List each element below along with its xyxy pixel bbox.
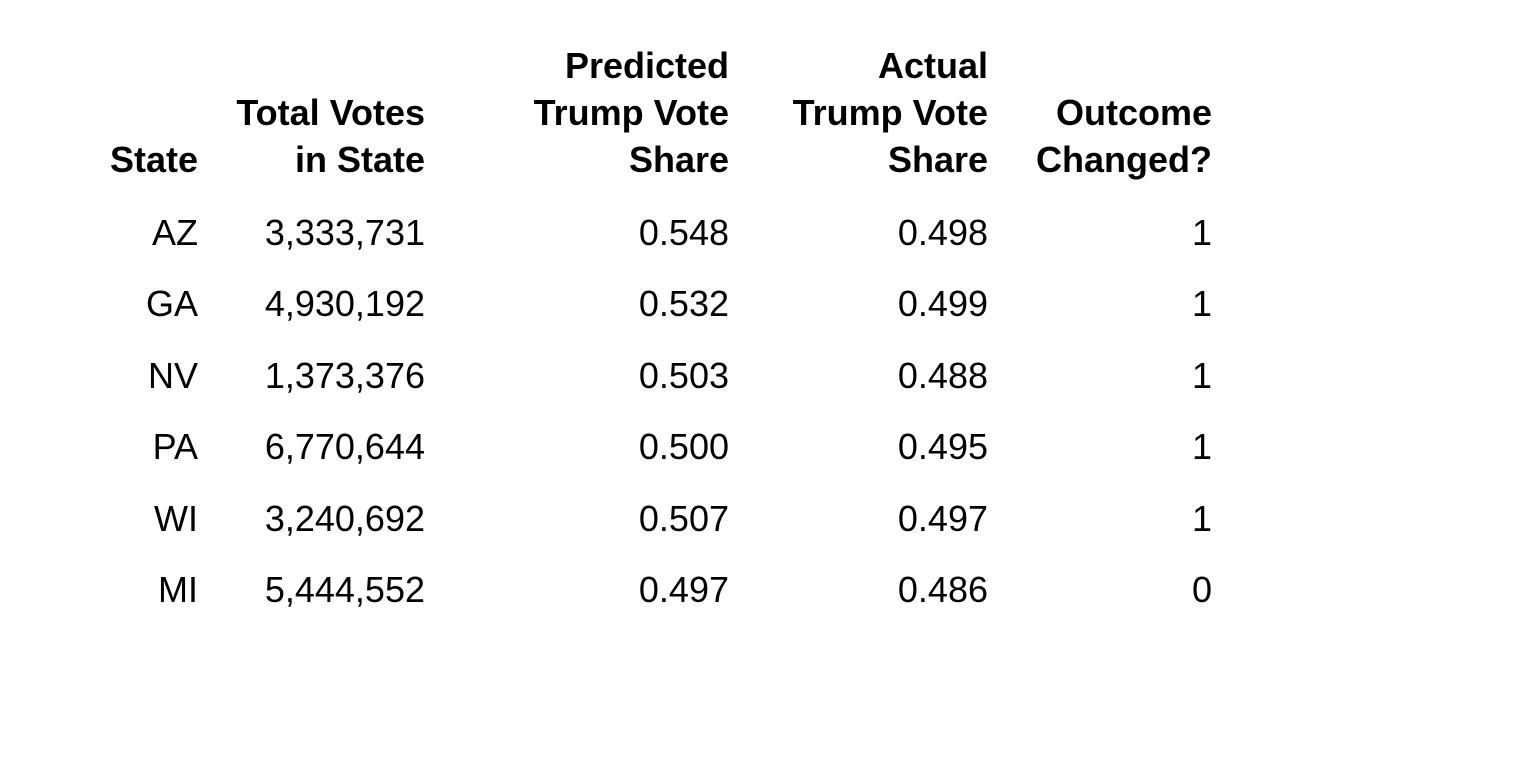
cell-predicted-share: 0.548 — [638, 211, 729, 253]
header-line: in State — [294, 139, 425, 180]
cell-actual-share: 0.488 — [897, 354, 988, 396]
cell-state: PA — [152, 426, 198, 468]
cell-state: AZ — [151, 211, 198, 253]
header-gap — [0, 183, 1212, 197]
header-line: Predicted — [564, 45, 729, 86]
cell-outcome-changed: 1 — [1191, 426, 1212, 468]
cell-outcome-changed: 1 — [1191, 354, 1212, 396]
header-line: Total Votes — [236, 92, 425, 133]
header-line: Actual — [877, 45, 988, 86]
cell-predicted-share: 0.532 — [638, 283, 729, 325]
cell-total-votes: 3,240,692 — [264, 497, 425, 539]
column-header-state: State — [0, 38, 198, 183]
cell-actual-share: 0.498 — [897, 211, 988, 253]
cell-predicted-share: 0.507 — [638, 497, 729, 539]
cell-predicted-share: 0.503 — [638, 354, 729, 396]
cell-state: GA — [145, 283, 198, 325]
header-line: State — [109, 139, 198, 180]
cell-predicted-share: 0.500 — [638, 426, 729, 468]
header-line: Trump Vote — [792, 92, 988, 133]
cell-state: NV — [147, 354, 198, 396]
column-header-predicted-share: Predicted Trump Vote Share — [425, 38, 729, 183]
header-line: Share — [628, 139, 729, 180]
cell-outcome-changed: 1 — [1191, 283, 1212, 325]
header-line: Trump Vote — [533, 92, 729, 133]
header-line: Share — [887, 139, 988, 180]
column-header-total-votes: Total Votes in State — [198, 38, 425, 183]
column-header-actual-share: Actual Trump Vote Share — [729, 38, 988, 183]
vote-share-table: State Total Votes in State Predicted Tru… — [0, 38, 1212, 626]
header-line: Changed? — [1036, 139, 1212, 180]
column-header-outcome-changed: Outcome Changed? — [988, 38, 1212, 183]
cell-actual-share: 0.495 — [897, 426, 988, 468]
cell-outcome-changed: 0 — [1191, 569, 1212, 611]
cell-total-votes: 4,930,192 — [264, 283, 425, 325]
cell-predicted-share: 0.497 — [638, 569, 729, 611]
cell-outcome-changed: 1 — [1191, 497, 1212, 539]
cell-total-votes: 3,333,731 — [264, 211, 425, 253]
cell-outcome-changed: 1 — [1191, 211, 1212, 253]
cell-state: MI — [158, 569, 198, 611]
cell-total-votes: 1,373,376 — [264, 354, 425, 396]
cell-total-votes: 5,444,552 — [264, 569, 425, 611]
cell-actual-share: 0.499 — [897, 283, 988, 325]
cell-state: WI — [154, 497, 198, 539]
cell-actual-share: 0.486 — [897, 569, 988, 611]
cell-actual-share: 0.497 — [897, 497, 988, 539]
cell-total-votes: 6,770,644 — [264, 426, 425, 468]
header-line: Outcome — [1055, 92, 1212, 133]
